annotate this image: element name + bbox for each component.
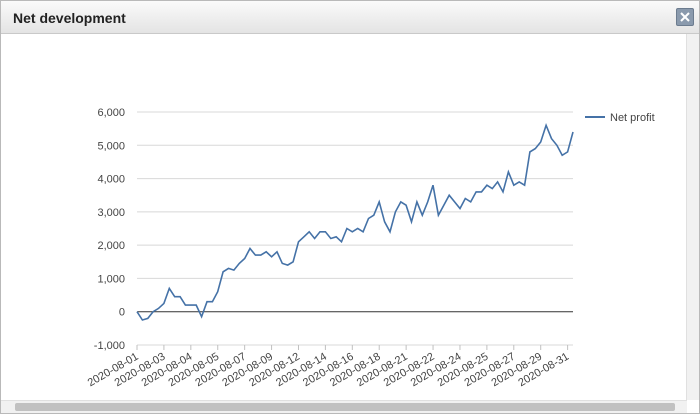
data-line [136, 122, 574, 321]
dialog-title: Net development [13, 10, 126, 26]
vertical-scrollbar[interactable] [686, 34, 699, 400]
title-bar: Net development [1, 1, 699, 34]
y-tick-label: 0 [119, 307, 125, 319]
y-tick-label: 4,000 [97, 174, 125, 186]
legend-label: Net profit [610, 112, 655, 124]
horizontal-scrollbar[interactable] [1, 400, 687, 413]
y-tick-label: -1,000 [94, 340, 125, 352]
y-tick-label: 3,000 [97, 207, 125, 219]
y-tick-label: 2,000 [97, 240, 125, 252]
y-tick-label: 5,000 [97, 140, 125, 152]
scroll-thumb[interactable] [15, 403, 675, 411]
close-button[interactable] [676, 8, 694, 26]
y-tick-label: 6,000 [97, 107, 125, 119]
y-tick-label: 1,000 [97, 273, 125, 285]
chart: -1,00001,0002,0003,0004,0005,0006,000202… [86, 107, 655, 389]
